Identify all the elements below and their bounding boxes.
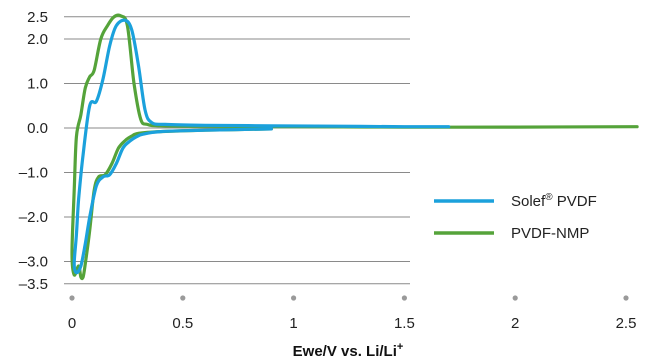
- x-tick-dot: [69, 295, 75, 301]
- legend-label: PVDF-NMP: [511, 225, 589, 242]
- y-tick-label: 2.0: [27, 31, 48, 48]
- x-tick-dot: [291, 295, 297, 301]
- x-tick-label: 2: [511, 315, 519, 332]
- series-lines: [70, 13, 639, 281]
- x-axis-label: Ewe/V vs. Li/Li+: [293, 341, 404, 360]
- x-axis-dots: [69, 295, 629, 301]
- x-tick-dot: [401, 295, 407, 301]
- y-tick-label: 0.0: [27, 120, 48, 137]
- x-tick-dot: [512, 295, 518, 301]
- y-tick-label: –1.0: [19, 165, 48, 182]
- x-tick-label: 0: [68, 315, 76, 332]
- x-tick-dot: [623, 295, 629, 301]
- y-tick-label: 2.5: [27, 9, 48, 26]
- y-gridlines: [64, 16, 410, 285]
- y-tick-label: –3.0: [19, 254, 48, 271]
- x-tick-dot: [180, 295, 186, 301]
- y-tick-label: 1.0: [27, 76, 48, 93]
- y-tick-labels: 2.5 2.0 1.0 0.0 –1.0 –2.0 –3.0 –3.5: [19, 9, 48, 293]
- x-tick-label: 1: [289, 315, 297, 332]
- series-line-solef-pvdf: [72, 18, 451, 275]
- x-tick-labels: 0 0.5 1 1.5 2 2.5: [68, 315, 637, 332]
- y-tick-label: –3.5: [19, 276, 48, 293]
- legend: Solef® PVDF PVDF-NMP: [434, 192, 597, 242]
- legend-label: Solef® PVDF: [511, 192, 597, 210]
- x-tick-label: 1.5: [394, 315, 415, 332]
- x-tick-label: 2.5: [616, 315, 637, 332]
- x-axis-label-superscript: +: [397, 341, 403, 353]
- x-tick-label: 0.5: [172, 315, 193, 332]
- x-axis-label-main: Ewe/V vs. Li/Li: [293, 343, 397, 360]
- y-tick-label: –2.0: [19, 209, 48, 226]
